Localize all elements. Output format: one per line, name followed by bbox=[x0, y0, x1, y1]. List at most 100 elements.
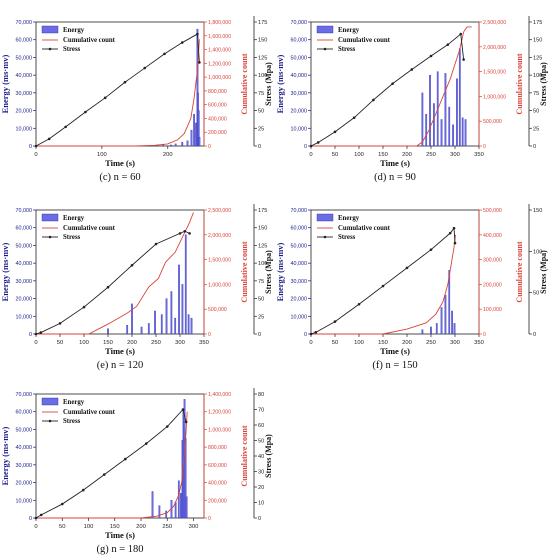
energy-bar bbox=[190, 317, 193, 335]
x-tick-label: 350 bbox=[474, 152, 484, 158]
x-tick-label: 200 bbox=[402, 152, 412, 158]
stress-y-tick-label: 150 bbox=[258, 226, 267, 232]
cumulative-axis-title: Cumulative count bbox=[240, 53, 249, 114]
stress-point bbox=[196, 32, 199, 36]
stress-point bbox=[314, 331, 318, 334]
energy-bar bbox=[131, 303, 133, 335]
energy-bar bbox=[181, 141, 184, 147]
stress-point bbox=[410, 68, 414, 71]
energy-bar bbox=[190, 129, 193, 147]
energy-y-tick-label: 0 bbox=[29, 516, 32, 522]
energy-y-tick-label: 30,000 bbox=[291, 91, 308, 97]
cumulative-count-line bbox=[311, 26, 472, 147]
stress-y-tick-label: 60 bbox=[258, 423, 264, 429]
stress-point bbox=[453, 241, 457, 245]
energy-y-tick-label: 0 bbox=[304, 332, 307, 338]
x-axis-title: Time (s) bbox=[380, 158, 410, 168]
x-tick-label: 0 bbox=[34, 340, 37, 346]
x-tick-label: 150 bbox=[103, 340, 113, 346]
stress-y-tick-label: 100 bbox=[258, 73, 267, 79]
energy-bar bbox=[451, 310, 453, 335]
stress-point bbox=[183, 229, 187, 233]
energy-y-tick-label: 20,000 bbox=[291, 109, 308, 115]
energy-y-tick-label: 30,000 bbox=[16, 91, 33, 97]
stress-y-tick-label: 150 bbox=[533, 38, 542, 44]
cumulative-y-tick-label: 0 bbox=[208, 144, 211, 150]
legend-stress-label: Stress bbox=[63, 234, 81, 241]
energy-y-tick-label: 30,000 bbox=[16, 279, 33, 285]
energy-bar bbox=[425, 113, 428, 147]
energy-bar bbox=[448, 106, 451, 147]
stress-y-tick-label: 25 bbox=[258, 126, 264, 132]
cumulative-y-tick-label: 500,000 bbox=[483, 119, 502, 125]
energy-y-tick-label: 20,000 bbox=[16, 109, 33, 115]
stress-y-tick-label: 25 bbox=[533, 126, 539, 132]
panel-e: 0 50 100 150 200 250 300 350 Time (s) 0 10,000 20,0… bbox=[0, 188, 275, 373]
stress-y-tick-label: 175 bbox=[258, 208, 267, 214]
energy-y-tick-label: 40,000 bbox=[16, 73, 33, 79]
legend-energy-label: Energy bbox=[338, 27, 360, 34]
energy-bar bbox=[147, 323, 150, 335]
stress-point bbox=[103, 96, 107, 100]
stress-y-tick-label: 125 bbox=[258, 55, 267, 61]
x-tick-label: 300 bbox=[450, 340, 460, 346]
stress-line bbox=[35, 33, 200, 147]
cumulative-y-tick-label: 600,000 bbox=[208, 463, 227, 469]
stress-point bbox=[188, 232, 191, 235]
stress-y-tick-label: 40 bbox=[258, 454, 264, 460]
x-tick-label: 200 bbox=[136, 524, 146, 530]
cumulative-y-tick-label: 0 bbox=[483, 332, 486, 338]
energy-y-tick-label: 50,000 bbox=[16, 427, 33, 433]
energy-axis-title: Energy (ms·mv) bbox=[0, 242, 10, 301]
energy-axis-title: Energy (ms·mv) bbox=[275, 54, 285, 113]
energy-bar bbox=[154, 310, 156, 335]
energy-bar bbox=[433, 103, 435, 147]
stress-y-tick-label: 70 bbox=[258, 408, 264, 414]
x-tick-label: 350 bbox=[474, 340, 484, 346]
energy-y-tick-label: 50,000 bbox=[291, 243, 308, 249]
panel-f: 0 50 100 150 200 250 300 350 Time (s) 0 10,000 20,0… bbox=[275, 188, 550, 373]
x-tick-label: 200 bbox=[402, 340, 412, 346]
stress-y-tick-label: 50 bbox=[533, 291, 539, 297]
cumulative-axis-title: Cumulative count bbox=[240, 425, 249, 486]
stress-y-tick-label: 0 bbox=[258, 332, 261, 338]
energy-bar bbox=[107, 328, 109, 335]
energy-y-tick-label: 40,000 bbox=[16, 445, 33, 451]
cumulative-y-tick-label: 200,000 bbox=[208, 130, 227, 136]
x-tick-label: 100 bbox=[354, 340, 364, 346]
cumulative-y-tick-label: 1,000,000 bbox=[483, 94, 506, 100]
cumulative-y-tick-label: 500,000 bbox=[483, 208, 502, 214]
cumulative-count-line bbox=[36, 39, 200, 147]
stress-y-tick-label: 100 bbox=[258, 261, 267, 267]
energy-bar bbox=[429, 74, 431, 147]
x-tick-label: 250 bbox=[426, 340, 436, 346]
energy-y-tick-label: 0 bbox=[29, 332, 32, 338]
energy-bar bbox=[193, 113, 195, 147]
cumulative-y-tick-label: 400,000 bbox=[483, 233, 502, 239]
stress-point bbox=[429, 248, 433, 251]
energy-y-tick-label: 70,000 bbox=[16, 20, 33, 26]
energy-axis-title: Energy (ms·mv) bbox=[0, 54, 10, 113]
cumulative-y-tick-label: 200,000 bbox=[483, 282, 502, 288]
legend-stress-marker bbox=[48, 419, 52, 423]
stress-y-tick-label: 0 bbox=[533, 332, 536, 338]
cumulative-y-tick-label: 400,000 bbox=[208, 116, 227, 122]
x-tick-label: 300 bbox=[189, 524, 199, 530]
cumulative-y-tick-label: 800,000 bbox=[208, 445, 227, 451]
stress-point bbox=[316, 141, 320, 144]
cumulative-y-tick-label: 1,800,000 bbox=[208, 20, 231, 26]
energy-y-tick-label: 60,000 bbox=[291, 226, 308, 232]
energy-y-tick-label: 10,000 bbox=[16, 126, 33, 132]
energy-bar bbox=[458, 48, 461, 147]
energy-y-tick-label: 40,000 bbox=[16, 261, 33, 267]
energy-y-tick-label: 50,000 bbox=[16, 243, 33, 249]
stress-point bbox=[123, 457, 127, 461]
cumulative-y-tick-label: 2,000,000 bbox=[483, 45, 506, 51]
stress-line bbox=[35, 408, 187, 519]
energy-bar bbox=[165, 510, 168, 519]
energy-bar bbox=[184, 234, 187, 335]
cumulative-y-tick-label: 1,600,000 bbox=[208, 34, 231, 40]
cumulative-count-line bbox=[36, 411, 188, 519]
x-axis-title: Time (s) bbox=[105, 530, 135, 540]
